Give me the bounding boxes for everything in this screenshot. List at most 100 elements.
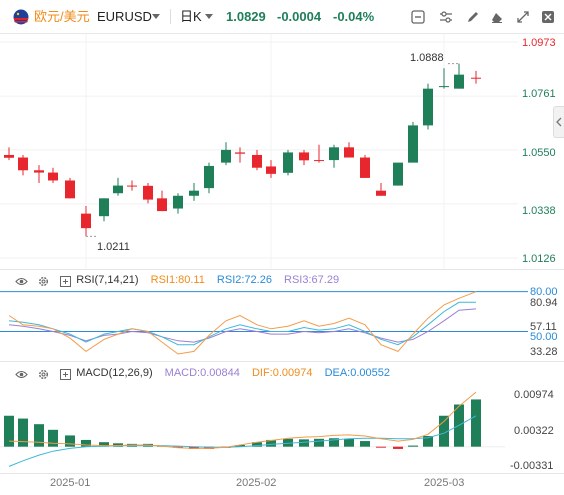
rsi-chart[interactable] [0,289,564,359]
macd-histogram-bar [204,446,214,449]
gear-icon[interactable] [38,368,49,379]
candle-body [157,198,167,212]
eraser-icon[interactable] [488,8,506,26]
rsi-tick-label: 33.28 [530,346,558,358]
macd-chart[interactable] [0,382,564,472]
macd-histogram-bar [314,438,324,447]
macd-histogram-bar [113,443,123,447]
macd-histogram-bar [81,439,91,447]
chevron-left-icon [556,117,562,127]
date-tick-label: 2025-03 [424,477,465,489]
candle-body [329,147,339,161]
candle-body [18,157,28,171]
candle-body [314,160,324,162]
rsi-tick-label: 80.94 [530,297,558,309]
price-change-percent: -0.04% [333,9,375,24]
symbol-select[interactable]: EURUSD [97,9,152,24]
candle-body [65,180,75,199]
rsi-tick-label: 80.00 [530,286,558,298]
gear-icon[interactable] [38,275,49,286]
price-tick-label: 1.0338 [522,205,556,217]
close-icon[interactable] [539,8,557,26]
draw-pen-icon[interactable] [464,8,482,26]
candle-body [408,125,418,163]
side-panel-toggle[interactable] [553,106,564,138]
macd-histogram-bar [189,446,199,449]
rsi3-line [8,308,477,343]
macd-histogram-bar [173,446,183,448]
candle-body [252,154,262,168]
price-tick-label: 1.0973 [522,37,556,49]
pair-name[interactable]: 欧元/美元 [34,9,90,24]
minus-square-icon[interactable] [409,8,427,26]
macd-histogram-bar [393,446,403,449]
macd-histogram-bar [65,435,75,447]
candle-body [48,172,58,181]
date-tick-label: 2025-02 [236,477,277,489]
macd-histogram-bar [471,399,481,447]
candle-body [360,157,370,178]
last-price: 1.0829 [226,9,266,24]
candle-body [235,152,245,154]
macd-histogram-bar [439,415,449,447]
eye-icon[interactable] [15,275,28,286]
macd-histogram-bar [18,418,28,447]
macd-histogram-bar [329,438,339,447]
candle-body [4,154,14,158]
dif-line [8,391,477,449]
expand-square-icon[interactable] [60,368,72,380]
macd-histogram-bar [283,438,293,447]
candle-body [454,74,464,89]
price-tick-label: 1.0761 [522,88,556,100]
indicator-settings-icon[interactable] [437,8,455,26]
chevron-down-icon[interactable] [205,14,213,19]
price-tick-label: 1.0126 [522,253,556,265]
macd-histogram-bar [252,442,262,447]
candle-body [471,77,481,79]
chevron-down-icon[interactable] [152,14,160,19]
macd-histogram-bar [376,446,386,448]
rsi2-line [8,301,476,346]
candle-body [344,147,354,158]
candle-body [34,170,44,173]
macd-histogram-bar [299,439,309,447]
pane-divider [0,473,564,474]
toolbar-divider [170,9,171,24]
macd-label: MACD(12,26,9) [76,367,153,380]
candle-body [439,86,449,88]
candle-body [143,185,153,200]
candle-body [173,195,183,209]
macd-tick-label: 0.00322 [514,425,554,437]
date-tick-label: 2025-01 [50,477,91,489]
candle-body [283,152,293,173]
macd-histogram-bar [235,445,245,447]
macd-histogram-bar [99,442,109,447]
macd-histogram-bar [34,424,44,447]
chart-toolbar: 欧元/美元 EURUSD 日K 1.0829 -0.0004 -0.04% [0,0,564,34]
rsi1-value: RSI1:80.11 [150,274,205,287]
rsi1-line [8,291,477,355]
candlestick-chart[interactable] [0,34,564,269]
candle-body [423,88,433,126]
fullscreen-icon[interactable] [514,8,532,26]
candle-body [113,185,123,194]
candle-body [376,190,386,196]
rsi-label: RSI(7,14,21) [76,274,139,287]
candle-body [266,166,276,174]
candle-body [204,165,214,189]
dea-value: DEA:0.00552 [324,367,390,380]
macd-histogram-bar [360,441,370,447]
macd-value: MACD:0.00844 [164,367,240,380]
macd-histogram-bar [4,415,14,447]
macd-tick-label: -0.00331 [510,460,554,472]
candle-body [299,152,309,161]
expand-square-icon[interactable] [60,275,72,287]
eye-icon[interactable] [15,368,28,379]
macd-histogram-bar [266,439,276,447]
candle-body [99,198,109,217]
timeframe-select[interactable]: 日K [180,9,202,24]
candle-body [81,213,91,229]
high-annotation: 1.0888 [410,52,444,64]
candle-body [189,190,199,196]
rsi-tick-label: 57.11 [530,321,557,333]
